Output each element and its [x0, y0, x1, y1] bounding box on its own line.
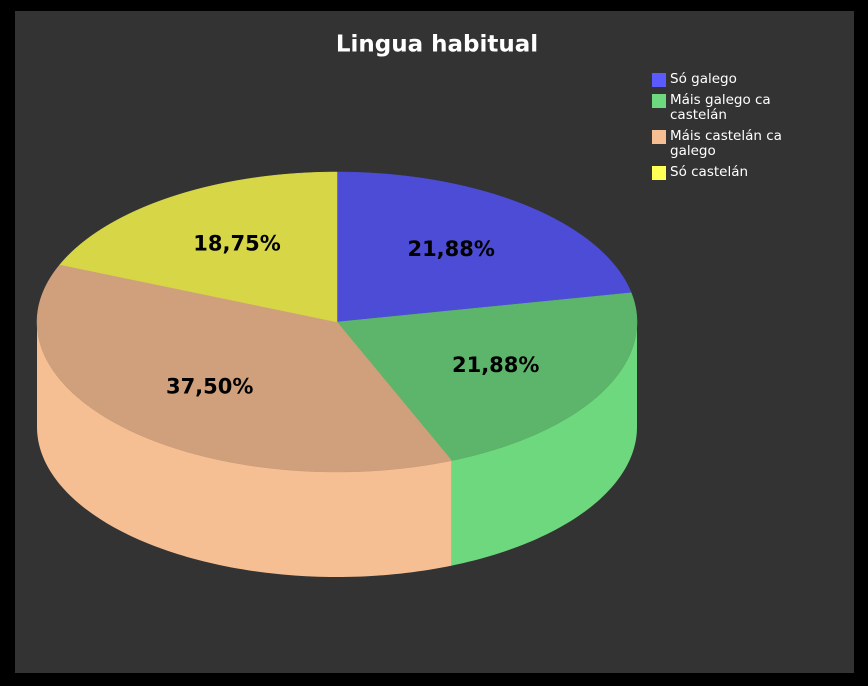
data-label: 21,88%	[407, 237, 494, 261]
slice-side	[451, 322, 637, 566]
legend-label: Máis castelán ca galego	[670, 128, 782, 159]
legend-swatch	[652, 73, 666, 87]
legend-item: Máis galego ca castelán	[652, 93, 812, 123]
legend-swatch	[652, 166, 666, 180]
legend-item: Máis castelán ca galego	[652, 129, 812, 159]
slice	[36, 264, 453, 473]
slice	[336, 292, 638, 461]
slice	[59, 171, 338, 323]
pie-sides	[37, 322, 637, 577]
data-label: 21,88%	[452, 353, 539, 377]
slice	[336, 171, 632, 323]
legend-item: Só castelán	[652, 165, 812, 180]
legend-swatch	[652, 94, 666, 108]
legend-label: Máis galego ca castelán	[670, 92, 771, 123]
chart-title: Lingua habitual	[336, 32, 538, 58]
slice-side	[37, 322, 452, 577]
legend: Só galego Máis galego ca castelán Máis cas…	[652, 72, 812, 186]
legend-item: Só galego	[652, 72, 812, 87]
pie-tops	[36, 171, 638, 473]
data-label: 37,50%	[166, 375, 253, 399]
legend-label: Só galego	[670, 71, 737, 87]
legend-label: Só castelán	[670, 164, 749, 180]
data-label: 18,75%	[193, 232, 280, 256]
legend-swatch	[652, 130, 666, 144]
